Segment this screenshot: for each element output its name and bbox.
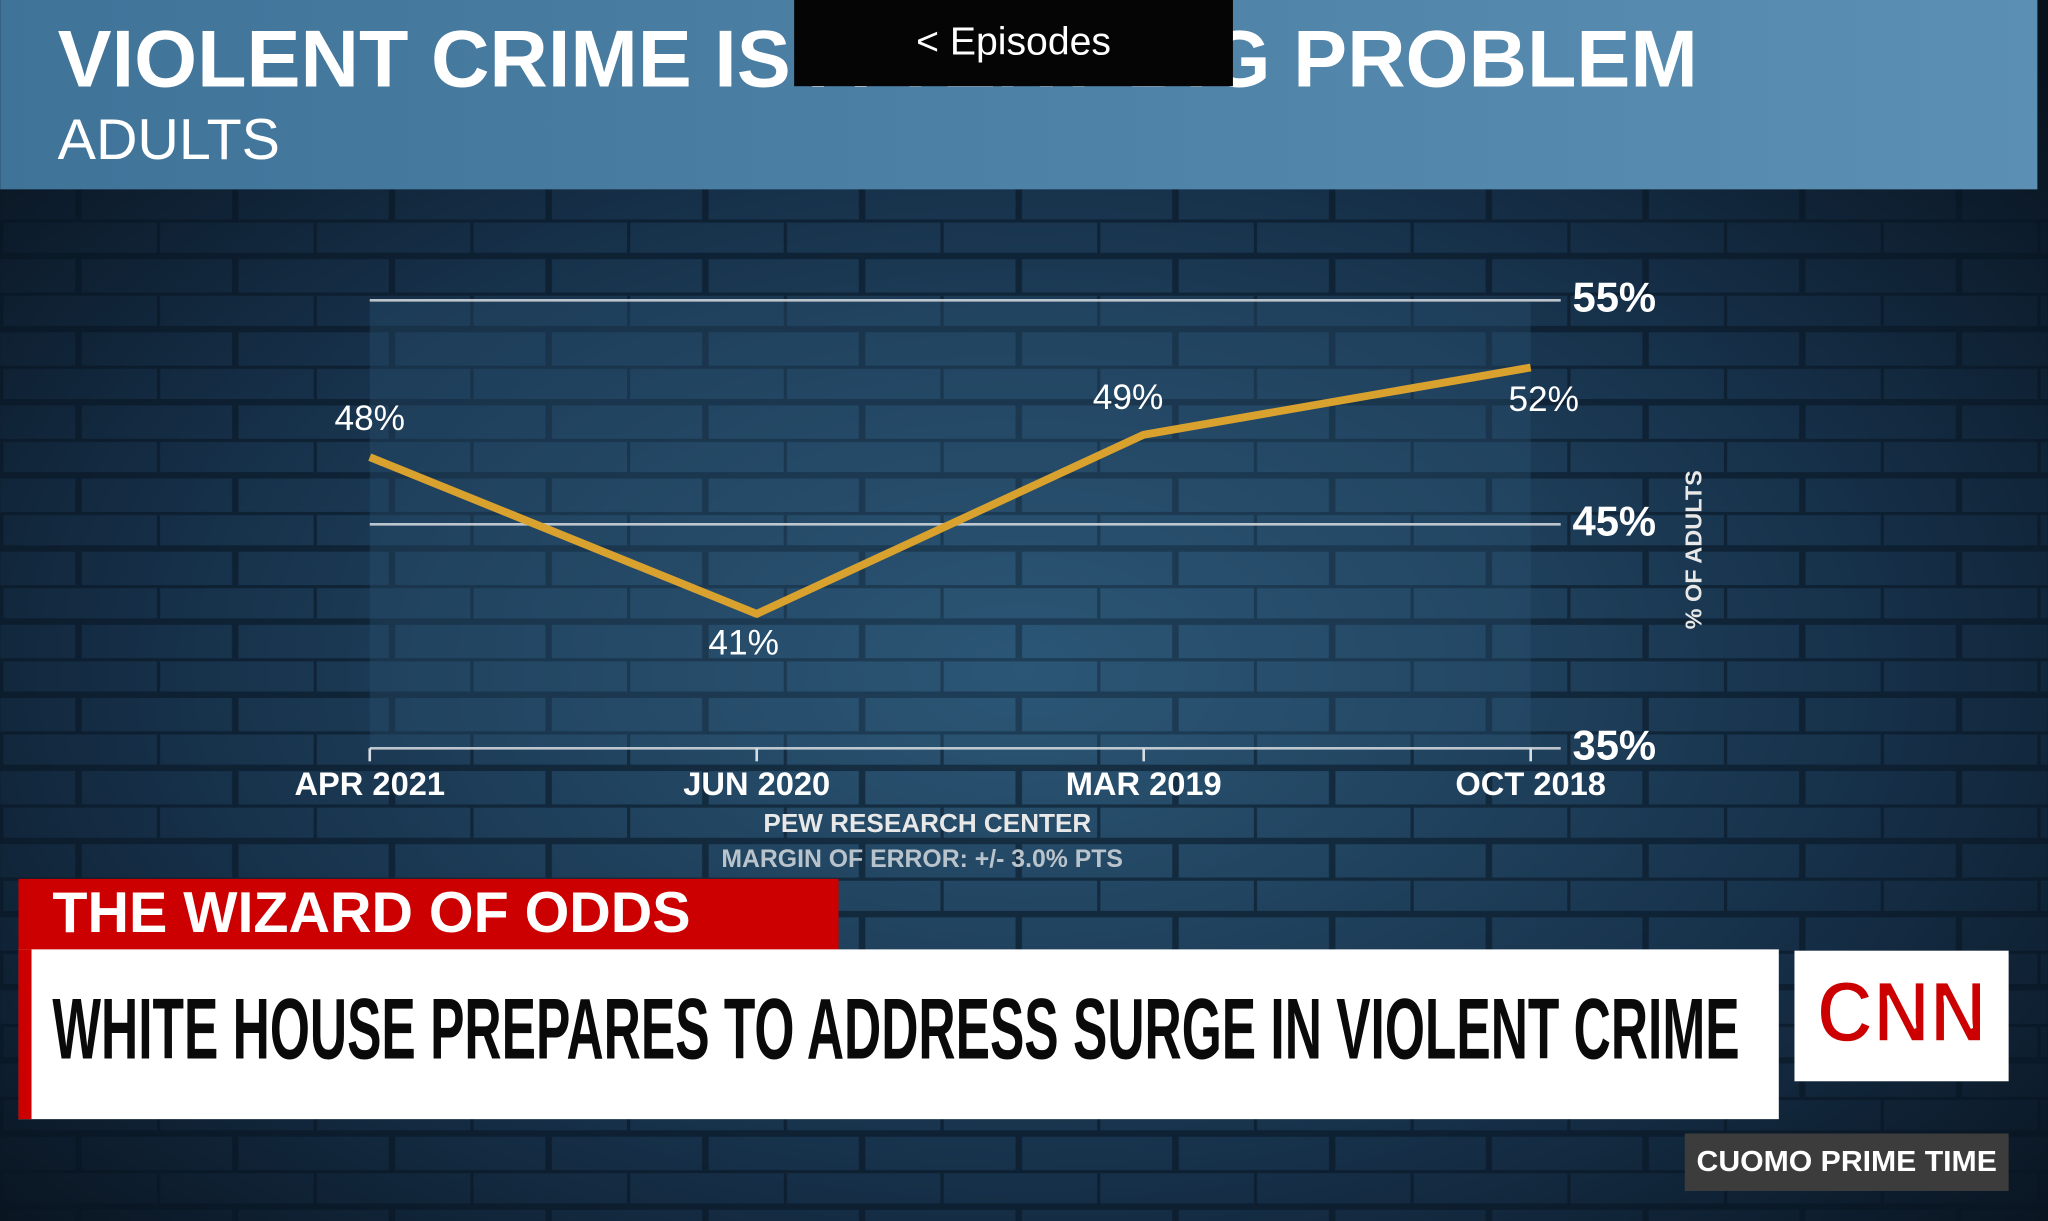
value-label: 48% [334, 399, 405, 438]
show-label: CUOMO PRIME TIME [1697, 1146, 1997, 1178]
network-logo: CNN [1817, 964, 1987, 1060]
x-tick-label: APR 2021 [294, 765, 445, 802]
value-label: 52% [1508, 380, 1579, 419]
segment-label: THE WIZARD OF ODDS [52, 881, 690, 945]
note: MARGIN OF ERROR: +/- 3.0% PTS [721, 846, 1123, 873]
episodes-label[interactable]: < Episodes [916, 21, 1111, 64]
value-label: 49% [1093, 378, 1164, 417]
chart-subtitle: ADULTS [58, 108, 280, 172]
x-tick-label: OCT 2018 [1455, 765, 1606, 802]
y-tick-label: 55% [1572, 273, 1656, 320]
data-line [368, 363, 1532, 618]
episodes-button[interactable] [794, 0, 1233, 87]
y-tick-label: 35% [1572, 721, 1656, 768]
show-box [1684, 1133, 2009, 1191]
source: PEW RESEARCH CENTER [763, 808, 1091, 838]
value-label: 41% [708, 624, 779, 663]
network-logo-box [1794, 950, 2009, 1082]
segment-box [18, 878, 839, 952]
y-axis-label: % OF ADULTS [1680, 470, 1706, 629]
x-tick-label: JUN 2020 [683, 765, 830, 802]
chart: 35% 45% 55% APR 2021 JUN 2020 MAR 2019 OCT 201… [294, 273, 1656, 801]
y-tick-label: 45% [1572, 497, 1656, 544]
headline: WHITE HOUSE PREPARES TO ADDRESS SURGE IN… [52, 981, 1739, 1077]
headline-box [18, 949, 1779, 1120]
x-tick-label: MAR 2019 [1066, 765, 1222, 802]
headline-accent [18, 949, 32, 1120]
